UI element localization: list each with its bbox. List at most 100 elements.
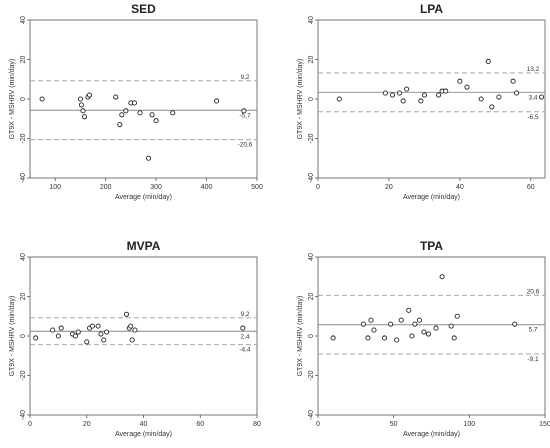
data-point (538, 94, 545, 100)
x-tick-label: 40 (140, 421, 148, 428)
data-point (149, 112, 155, 118)
y-tick-label: 20 (20, 293, 27, 301)
reference-line-label: -4,4 (239, 347, 251, 354)
data-point (421, 92, 427, 98)
y-tick-label: -20 (308, 370, 315, 380)
data-point (394, 337, 400, 343)
data-point (98, 331, 104, 337)
plot-frame (317, 256, 546, 416)
data-point (58, 325, 64, 331)
data-point (153, 118, 159, 124)
plot-frame (29, 19, 258, 179)
y-tick-label: 0 (20, 97, 27, 101)
y-axis-label: GT9X - MSHRV (min/day) (9, 59, 16, 140)
reference-line-label: -6,5 (527, 114, 539, 121)
y-tick-label: 0 (308, 334, 315, 338)
data-point (400, 98, 406, 104)
plot-frame (317, 19, 546, 179)
data-point (81, 114, 88, 120)
reference-line-label: -9,1 (527, 356, 539, 363)
data-point (132, 327, 138, 333)
data-point (382, 335, 388, 341)
reference-line-label: 9,2 (240, 74, 249, 81)
reference-line-label: 3,4 (528, 94, 537, 101)
x-tick-label: 200 (100, 184, 112, 191)
reference-line-label: 13,2 (527, 66, 540, 73)
data-point (389, 92, 396, 98)
data-point (119, 112, 125, 118)
data-point (241, 108, 247, 114)
data-point (421, 329, 427, 335)
data-point (86, 92, 93, 98)
data-point (448, 323, 454, 329)
panel-title: TPA (420, 239, 443, 253)
data-point (397, 90, 403, 96)
data-point (50, 327, 56, 333)
x-tick-label: 100 (49, 184, 61, 191)
data-point (131, 100, 137, 106)
y-axis-label: GT9X - MSHRV (min/day) (9, 296, 16, 377)
x-axis-label: Average (min/day) (403, 194, 460, 201)
data-point (72, 333, 78, 339)
data-point (433, 325, 439, 331)
y-tick-label: 20 (308, 56, 315, 64)
y-tick-label: -20 (20, 133, 27, 143)
x-axis-label: Average (min/day) (115, 194, 172, 201)
y-tick-label: -20 (20, 370, 27, 380)
data-point (439, 274, 445, 280)
data-point (464, 84, 470, 90)
y-tick-label: 0 (20, 334, 27, 338)
data-point (75, 329, 81, 335)
x-tick-label: 100 (463, 421, 475, 428)
data-point (360, 321, 366, 327)
x-axis-label: Average (min/day) (115, 431, 172, 438)
data-point (170, 110, 176, 116)
data-point (388, 321, 394, 327)
data-point (55, 333, 61, 339)
data-point (425, 331, 432, 337)
data-point (416, 317, 422, 323)
panel-title: LPA (420, 2, 443, 16)
data-point (89, 323, 95, 329)
data-point (443, 88, 449, 94)
plot-frame (29, 256, 258, 416)
y-tick-label: 20 (308, 293, 315, 301)
y-tick-label: 40 (20, 253, 27, 261)
data-point (240, 325, 246, 331)
data-point (123, 108, 129, 114)
data-point (39, 96, 45, 102)
data-point (512, 321, 518, 327)
y-tick-label: -20 (308, 133, 315, 143)
data-point (412, 321, 418, 327)
reference-line-label: 9,2 (240, 311, 249, 318)
data-point (214, 98, 220, 104)
data-point (330, 335, 336, 341)
x-tick-label: 60 (527, 184, 535, 191)
data-point (436, 92, 442, 98)
x-tick-label: 150 (539, 421, 550, 428)
data-point (104, 329, 110, 335)
reference-line-label: -20,6 (238, 142, 253, 149)
data-point (33, 335, 39, 341)
y-tick-label: -40 (308, 173, 315, 183)
data-point (485, 58, 491, 65)
panel-tpa: TPA -40 -20 0 20 40 0 50 100 150 Average (min/day)… (297, 239, 550, 438)
data-point (77, 96, 83, 102)
data-point (489, 104, 495, 110)
data-point (336, 96, 342, 102)
data-point (371, 327, 377, 333)
x-tick-label: 500 (251, 184, 263, 191)
data-point (128, 323, 134, 329)
data-point (457, 78, 463, 84)
data-point (409, 333, 415, 339)
data-point (145, 155, 152, 161)
data-point (406, 307, 412, 313)
x-tick-label: 40 (456, 184, 464, 191)
x-tick-label: 80 (253, 421, 261, 428)
x-tick-label: 50 (390, 421, 398, 428)
data-point (496, 94, 502, 100)
panel-lpa: LPA -40 -20 0 20 40 0 20 40 60 Average (min/day) GT… (297, 2, 546, 201)
data-point (478, 96, 484, 102)
y-axis-label: GT9X - MSHRV (min/day) (297, 59, 304, 140)
x-tick-label: 20 (83, 421, 91, 428)
